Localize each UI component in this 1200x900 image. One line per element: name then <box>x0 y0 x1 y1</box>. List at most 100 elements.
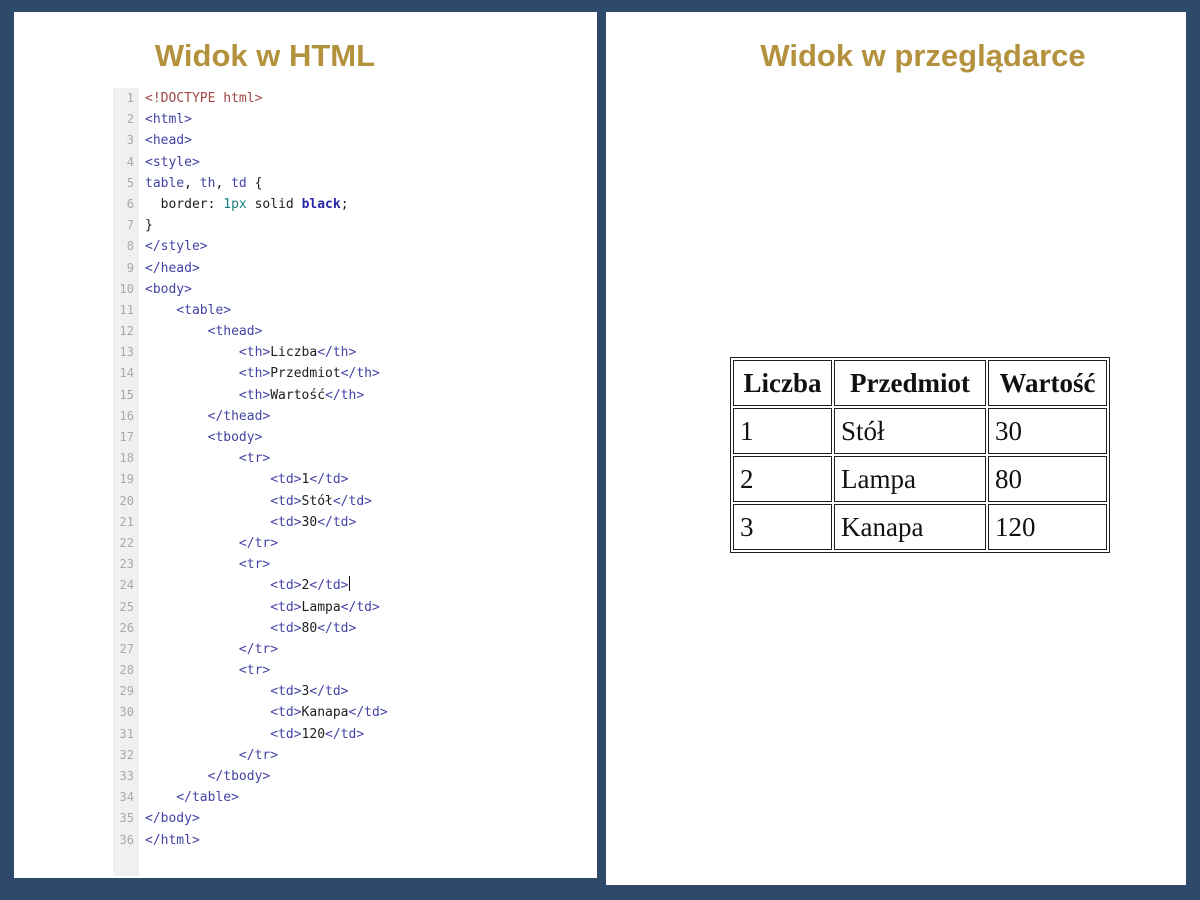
line-number: 24 <box>119 578 134 593</box>
line-number: 14 <box>119 366 134 381</box>
code-text: } <box>145 218 153 234</box>
code-line[interactable]: 34 </table> <box>113 787 589 808</box>
table-cell: 2 <box>733 456 832 502</box>
line-number: 11 <box>119 302 134 317</box>
right-panel-title: Widok w przeglądarce <box>760 38 1086 73</box>
line-number-gutter <box>113 88 139 876</box>
code-line[interactable]: 19 <td>1</td> <box>113 469 589 490</box>
code-line[interactable]: 28 <tr> <box>113 660 589 681</box>
line-number: 27 <box>119 641 134 656</box>
line-number: 8 <box>126 239 134 254</box>
line-number: 15 <box>119 387 134 402</box>
code-line[interactable]: 33 </tbody> <box>113 766 589 787</box>
table-header-cell: Liczba <box>733 360 832 406</box>
code-text: <!DOCTYPE html> <box>145 91 263 106</box>
code-text: </tbody> <box>145 769 271 784</box>
line-number: 7 <box>126 218 134 233</box>
code-line[interactable]: 9 </head> <box>113 258 589 279</box>
html-source-panel: Widok w HTML 1 <!DOCTYPE html> 2 <html> 3 <he… <box>14 12 597 878</box>
table-cell: 80 <box>988 456 1107 502</box>
code-line[interactable]: 3 <head> <box>113 130 589 151</box>
code-text: </tr> <box>145 641 279 657</box>
code-line[interactable]: 10 <body> <box>113 279 589 300</box>
code-line[interactable]: 32 </tr> <box>113 745 589 766</box>
code-text: border: 1px solid black; <box>145 196 349 212</box>
line-number: 10 <box>119 281 134 296</box>
line-number: 33 <box>119 769 134 783</box>
table-cell: 1 <box>733 408 832 454</box>
code-line[interactable]: 26 <td>80</td> <box>113 618 589 639</box>
code-line[interactable]: 16 </thead> <box>113 406 589 427</box>
code-text: </body> <box>145 811 200 827</box>
code-line[interactable]: 8 </style> <box>113 236 589 257</box>
code-text: <head> <box>145 133 192 149</box>
line-number: 36 <box>119 832 134 847</box>
code-text: <td>Lampa</td> <box>145 599 380 615</box>
code-text: <td>3</td> <box>145 684 349 700</box>
table-header-cell: Przedmiot <box>834 360 986 406</box>
table-cell: 30 <box>988 408 1107 454</box>
table-row: 3 Kanapa 120 <box>733 504 1107 550</box>
code-line[interactable]: 1 <!DOCTYPE html> <box>113 88 589 109</box>
code-line[interactable]: 2 <html> <box>113 109 589 130</box>
code-line[interactable]: 5 table, th, td { <box>113 173 589 194</box>
code-line[interactable]: 30 <td>Kanapa</td> <box>113 702 589 723</box>
code-line[interactable]: 22 </tr> <box>113 533 589 554</box>
line-number: 5 <box>126 175 134 190</box>
code-line[interactable]: 15 <th>Wartość</th> <box>113 385 589 406</box>
code-line[interactable]: 31 <td>120</td> <box>113 724 589 745</box>
code-text: <td>80</td> <box>145 620 357 636</box>
code-text: </style> <box>145 239 208 255</box>
code-line[interactable]: 13 <th>Liczba</th> <box>113 342 589 363</box>
code-line[interactable]: 27 </tr> <box>113 639 589 660</box>
code-line[interactable]: 14 <th>Przedmiot</th> <box>113 363 589 384</box>
code-text: </tr> <box>145 747 279 763</box>
code-line[interactable]: 17 <tbody> <box>113 427 589 448</box>
code-text: <style> <box>145 154 200 170</box>
code-line[interactable]: 23 <tr> <box>113 554 589 575</box>
code-line[interactable]: 7} <box>113 215 589 236</box>
rendered-table: Liczba Przedmiot Wartość 1 Stół 30 2 Lampa 80 3 K… <box>730 357 1110 553</box>
code-text: <td>2</td> <box>145 576 351 594</box>
line-number: 20 <box>119 493 134 508</box>
code-editor[interactable]: 1 <!DOCTYPE html> 2 <html> 3 <head> 4 <style> 5 t… <box>113 88 589 876</box>
line-number: 35 <box>119 811 134 826</box>
code-text: <td>Kanapa</td> <box>145 705 388 721</box>
code-line[interactable]: 20 <td>Stół</td> <box>113 491 589 512</box>
rendered-table-body: 1 Stół 30 2 Lampa 80 3 Kanapa 120 <box>733 408 1107 550</box>
code-line[interactable]: 6 border: 1px solid black; <box>113 194 589 215</box>
code-text: </head> <box>145 260 200 276</box>
code-line[interactable]: 24 <td>2</td> <box>113 575 589 596</box>
code-text: <td>1</td> <box>145 472 349 488</box>
line-number: 25 <box>119 599 134 614</box>
code-text: <body> <box>145 281 192 297</box>
code-line[interactable]: 4 <style> <box>113 152 589 173</box>
line-number: 3 <box>126 133 134 148</box>
code-text: <thead> <box>145 324 263 340</box>
line-number: 16 <box>119 408 134 423</box>
code-line[interactable]: 25 <td>Lampa</td> <box>113 597 589 618</box>
code-line[interactable]: 36 </html> <box>113 830 589 851</box>
code-text: </table> <box>145 790 239 806</box>
table-cell: 120 <box>988 504 1107 550</box>
line-number: 4 <box>126 154 134 169</box>
code-line[interactable]: 11 <table> <box>113 300 589 321</box>
code-text: <td>30</td> <box>145 514 357 530</box>
code-text: <td>Stół</td> <box>145 493 372 509</box>
table-cell: Stół <box>834 408 986 454</box>
line-number: 12 <box>119 324 134 339</box>
line-number: 1 <box>126 91 134 105</box>
code-text: </html> <box>145 832 200 848</box>
code-line[interactable]: 18 <tr> <box>113 448 589 469</box>
code-line[interactable]: 12 <thead> <box>113 321 589 342</box>
line-number: 32 <box>119 747 134 762</box>
code-line[interactable]: 35 </body> <box>113 808 589 829</box>
code-line[interactable]: 29 <td>3</td> <box>113 681 589 702</box>
code-line[interactable]: 21 <td>30</td> <box>113 512 589 533</box>
code-text: <td>120</td> <box>145 726 365 742</box>
code-text: <html> <box>145 112 192 128</box>
table-row: 2 Lampa 80 <box>733 456 1107 502</box>
browser-view-panel: Widok w przeglądarce Liczba Przedmiot Wart… <box>606 12 1186 885</box>
code-text: </tr> <box>145 535 279 551</box>
